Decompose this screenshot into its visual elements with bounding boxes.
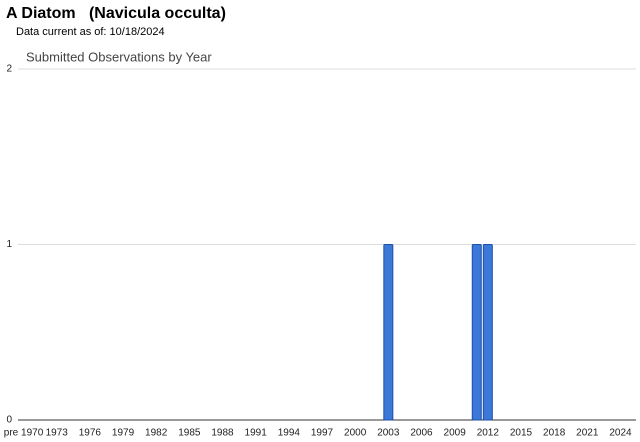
subtitle: Data current as of: 10/18/2024: [16, 26, 165, 38]
y-tick-label: 2: [6, 64, 12, 75]
x-tick-label: 2012: [477, 428, 500, 439]
x-tick-label: 1976: [79, 428, 102, 439]
y-tick-label: 0: [6, 415, 12, 426]
x-tick-label: 1979: [112, 428, 135, 439]
page-title: A Diatom (Navicula occulta): [6, 5, 226, 22]
bar: [471, 244, 482, 421]
y-tick-label: 1: [6, 239, 12, 250]
bar: [482, 244, 493, 421]
x-tick-label: 2000: [344, 428, 367, 439]
x-tick-label: 1997: [311, 428, 334, 439]
bar: [383, 244, 394, 421]
x-tick-label: 1994: [278, 428, 301, 439]
x-tick-label: 1973: [46, 428, 69, 439]
x-tick-label: 2015: [510, 428, 533, 439]
x-tick-label: 2018: [543, 428, 566, 439]
x-tick-label: pre 1970: [4, 428, 44, 439]
x-tick-label: 2009: [444, 428, 467, 439]
x-tick-label: 2021: [576, 428, 599, 439]
x-tick-label: 1985: [178, 428, 201, 439]
x-tick-label: 1991: [245, 428, 268, 439]
x-tick-label: 1982: [145, 428, 168, 439]
x-tick-label: 1988: [211, 428, 234, 439]
x-tick-label: 2006: [410, 428, 433, 439]
chart-title: Submitted Observations by Year: [26, 49, 212, 64]
x-tick-label: 2024: [609, 428, 632, 439]
x-tick-label: 2003: [377, 428, 400, 439]
